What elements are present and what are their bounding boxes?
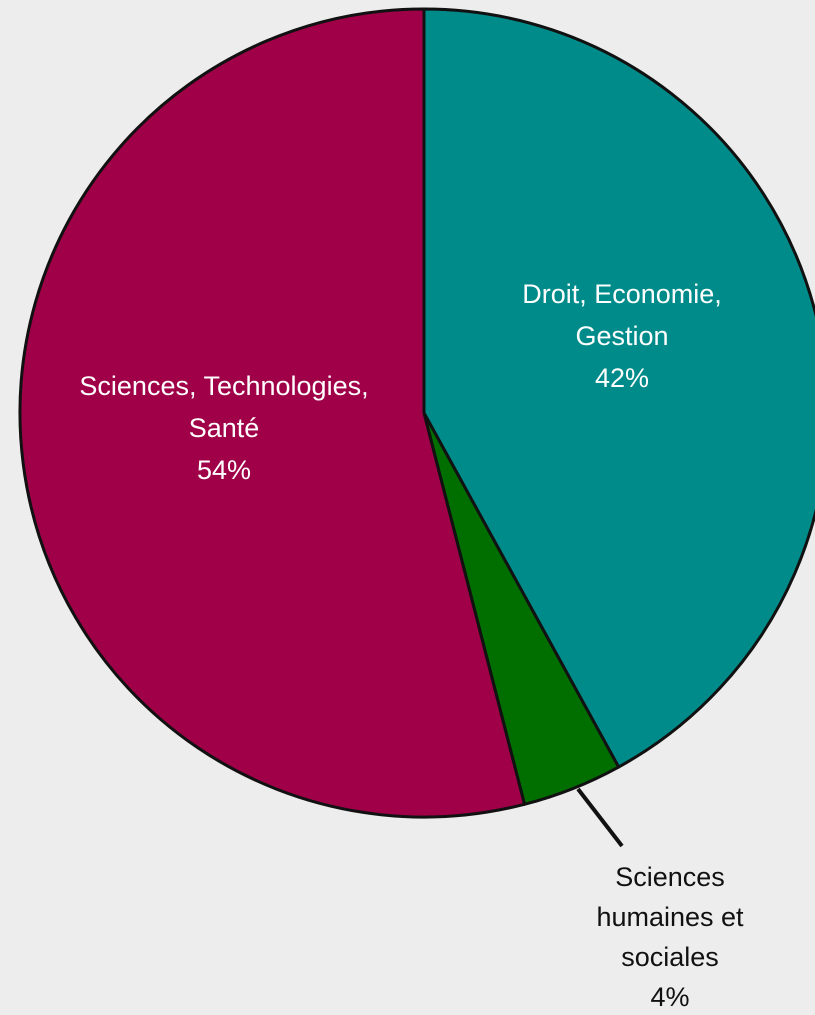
slice-percent-label: 42% [595, 363, 649, 393]
slice-category-label: Sciences [615, 862, 725, 892]
slice-percent-label: 54% [197, 455, 251, 485]
pie-labels: Droit, Economie, Gestion 42% Sciences humain… [79, 279, 744, 1012]
slice-category-label: Sciences, Technologies, [79, 371, 368, 401]
pie-slice-1 [422, 7, 815, 769]
slice-category-label: sociales [621, 942, 719, 972]
slice-category-label: humaines et [596, 902, 744, 932]
slice-category-label: Santé [189, 413, 260, 443]
slice-category-label: Droit, Economie, [522, 279, 722, 309]
slice-percent-label: 4% [650, 982, 689, 1012]
pie-slice-3 [18, 7, 526, 819]
pie-slices [18, 7, 815, 819]
slice-category-label: Gestion [575, 321, 668, 351]
leader-line [576, 787, 624, 848]
